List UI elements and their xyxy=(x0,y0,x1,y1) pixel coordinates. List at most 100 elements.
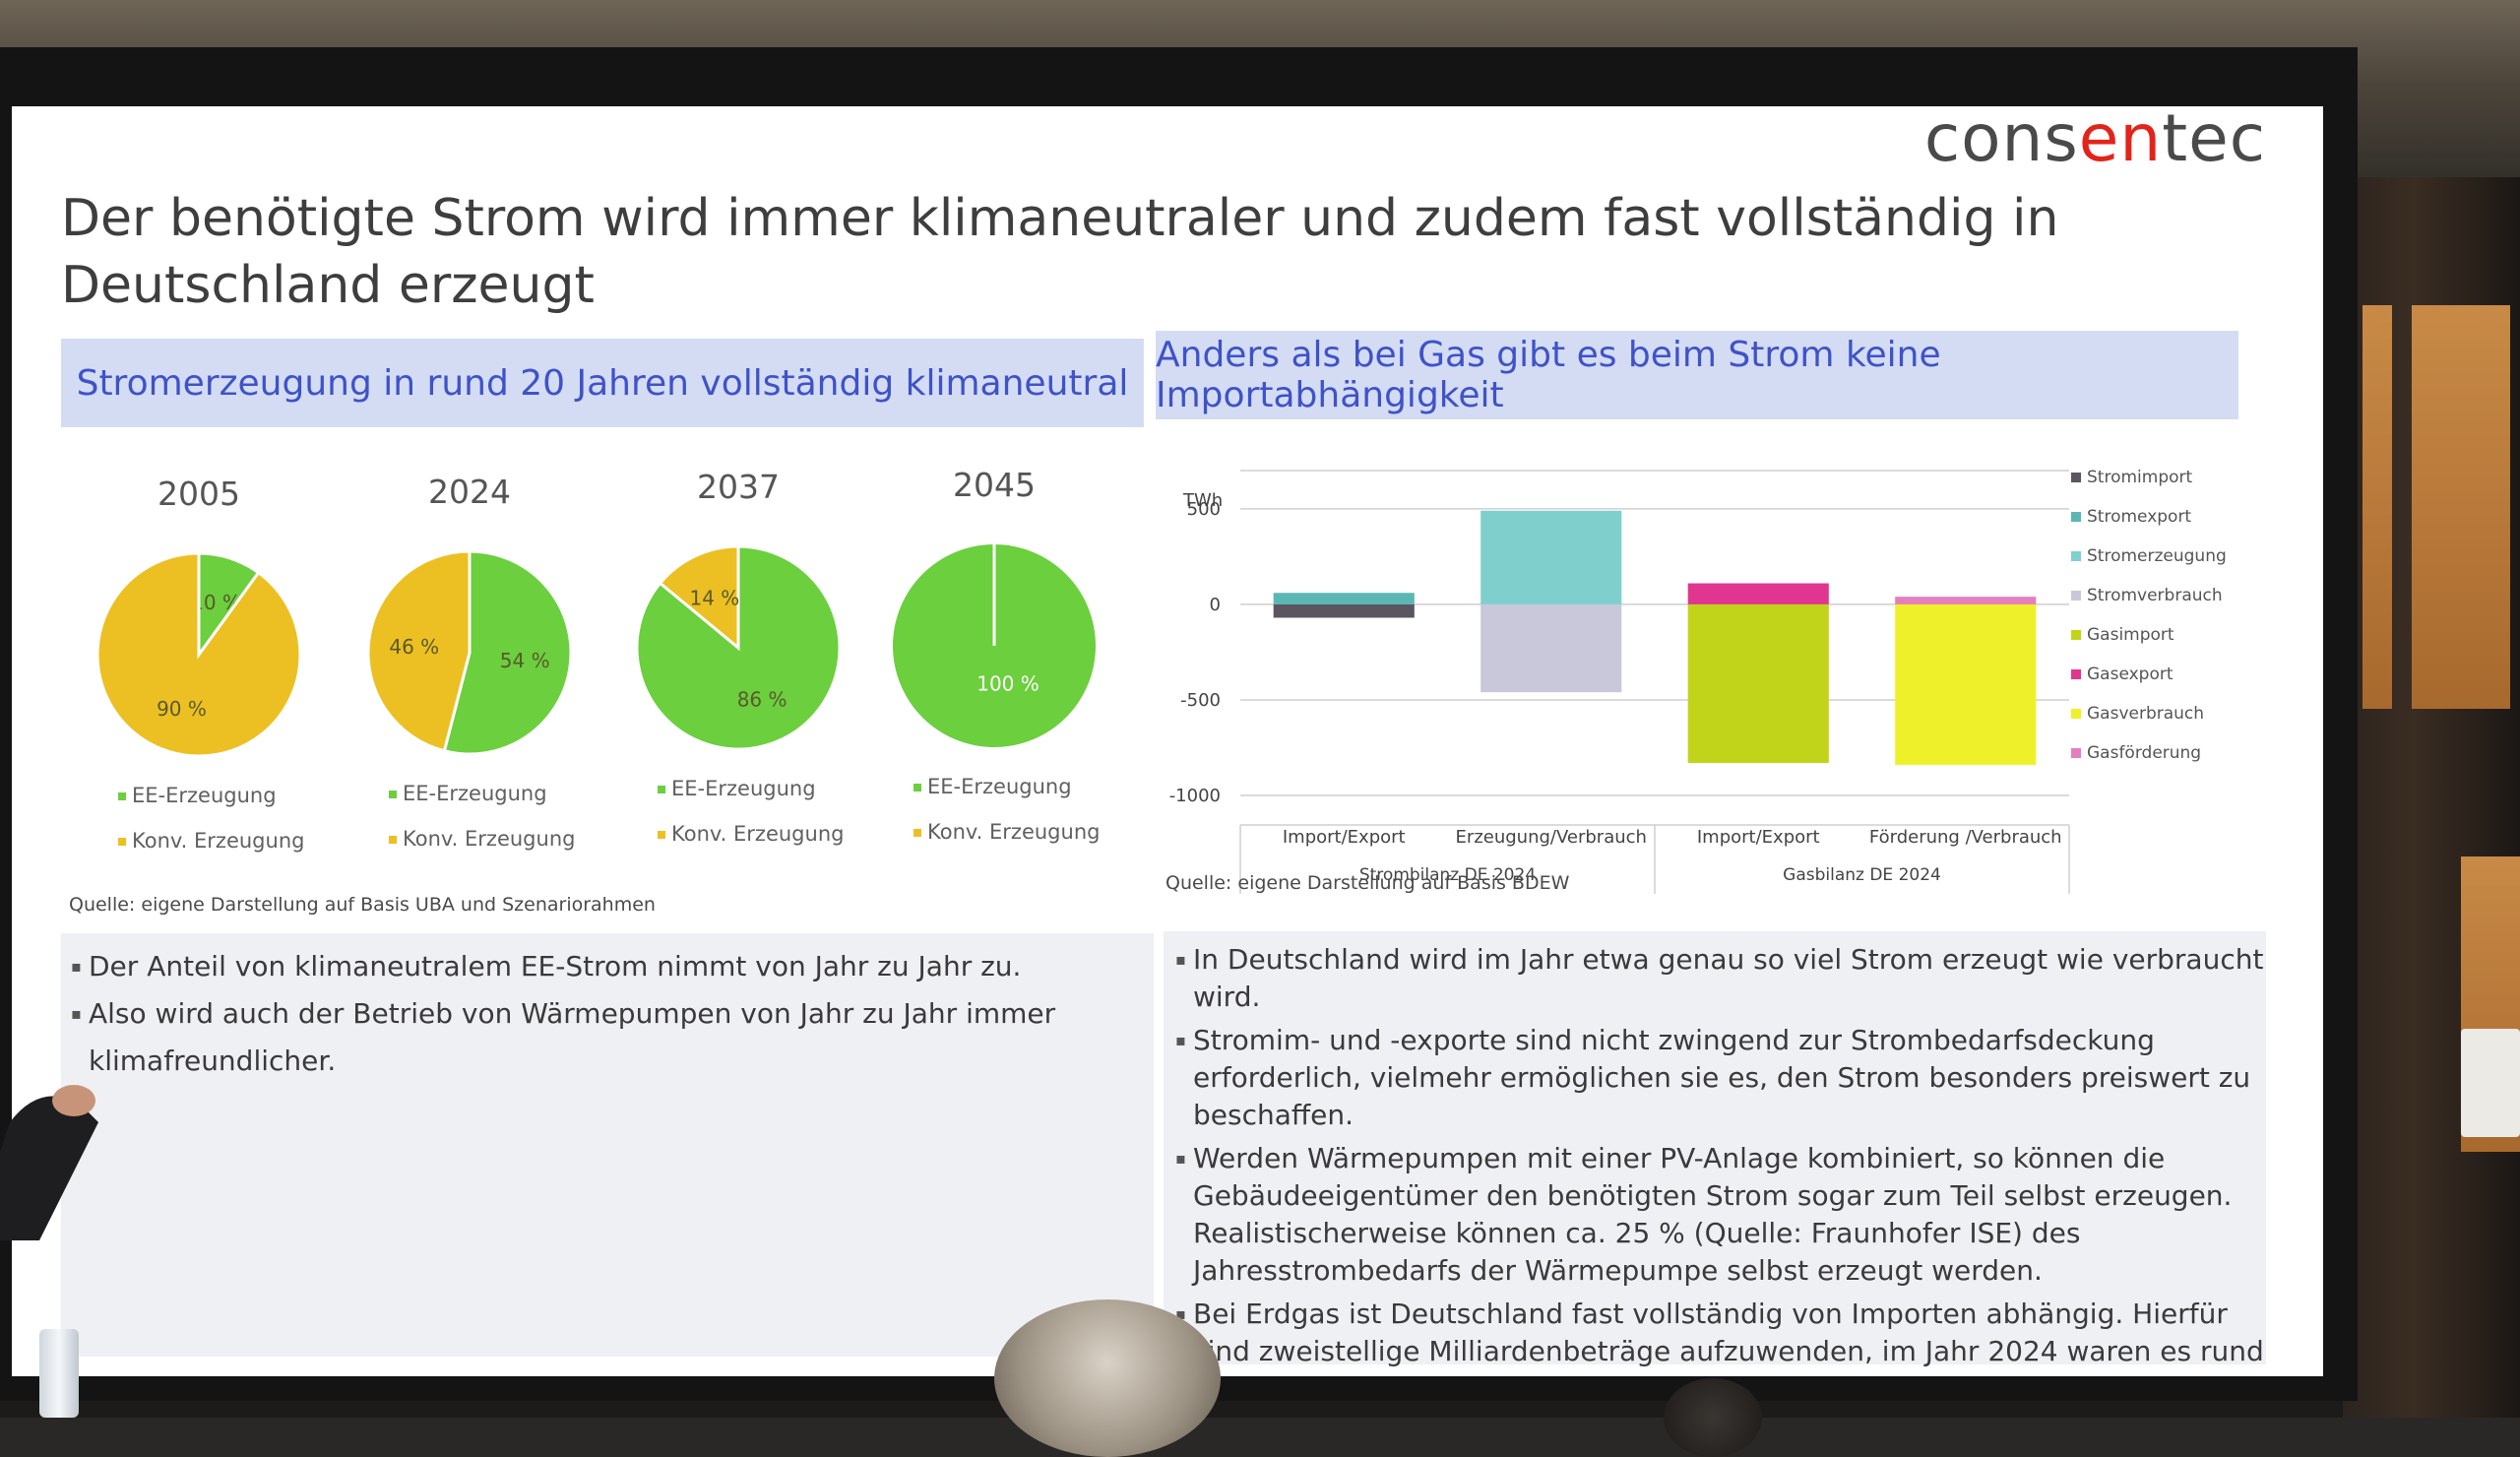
pie-value-label: 86 % xyxy=(737,687,788,711)
bar-segment xyxy=(1687,603,1829,763)
legend-swatch xyxy=(2071,630,2081,640)
legend-swatch xyxy=(389,791,397,798)
legend-label: EE-Erzeugung xyxy=(403,782,547,805)
pie-slice xyxy=(442,549,573,756)
pie-legend-item: Konv. Erzeugung xyxy=(118,829,304,853)
bar-segment xyxy=(1687,583,1829,604)
left-section-header: Stromerzeugung in rund 20 Jahren vollstä… xyxy=(61,339,1144,427)
cabinet-panel xyxy=(2412,305,2510,709)
y-tick-label: -500 xyxy=(1180,690,1221,711)
legend-label: Gasimport xyxy=(2087,625,2174,645)
pie-slice xyxy=(658,544,740,652)
pie-legend-item: Konv. Erzeugung xyxy=(389,827,575,851)
legend-swatch xyxy=(389,836,397,844)
legend-label: EE-Erzeugung xyxy=(132,784,277,807)
audience-head xyxy=(1664,1378,1762,1457)
legend-swatch xyxy=(2071,709,2081,719)
right-bullet-list: In Deutschland wird im Jahr etwa genau s… xyxy=(1175,941,2266,1376)
x-tick-label: Erzeugung/Verbrauch xyxy=(1456,827,1647,848)
pie-value-label: 90 % xyxy=(157,697,207,721)
legend-label: Konv. Erzeugung xyxy=(403,827,576,851)
pie-chart: 54 % 46 % xyxy=(366,549,573,756)
pie-value-label: 46 % xyxy=(389,635,439,659)
x-tick-label: Import/Export xyxy=(1283,827,1406,848)
legend-label: Konv. Erzeugung xyxy=(132,829,305,853)
pie-legend-item: EE-Erzeugung xyxy=(389,782,547,805)
logo-accent-text: en xyxy=(2078,106,2163,176)
bar-segment xyxy=(1480,603,1622,693)
y-tick-label: -1000 xyxy=(1169,786,1221,806)
consentec-logo: consentec xyxy=(1924,106,2266,176)
presenter-arm xyxy=(0,1085,98,1240)
logo-text: tec xyxy=(2162,106,2266,176)
x-tick-label: Förderung /Verbrauch xyxy=(1869,827,2062,848)
bullet-item: Also wird auch der Betrieb von Wärmepump… xyxy=(71,990,1154,1085)
legend-label: EE-Erzeugung xyxy=(671,777,816,800)
bullet-item: In Deutschland wird im Jahr etwa genau s… xyxy=(1175,941,2266,1016)
left-source-note: Quelle: eigene Darstellung auf Basis UBA… xyxy=(69,894,656,916)
group-label: Gasbilanz DE 2024 xyxy=(1783,865,1941,885)
water-bottle xyxy=(39,1329,79,1418)
legend-swatch xyxy=(658,786,665,793)
pie-year-label: 2024 xyxy=(428,473,511,511)
pie-chart: 86 % 14 % xyxy=(635,544,842,751)
audience-head xyxy=(994,1299,1221,1457)
legend-swatch xyxy=(2071,748,2081,758)
bullet-item: Stromim- und -exporte sind nicht zwingen… xyxy=(1175,1022,2266,1134)
legend-label: EE-Erzeugung xyxy=(927,775,1072,798)
pie-chart: 10 %90 % xyxy=(95,551,302,758)
pie-year-label: 2045 xyxy=(953,466,1036,504)
pie-legend-item: EE-Erzeugung xyxy=(118,784,277,807)
legend-label: Stromerzeugung xyxy=(2087,546,2227,566)
legend-swatch xyxy=(118,792,126,800)
pie-slice xyxy=(366,549,472,753)
bullet-item: Der Anteil von klimaneutralem EE-Strom n… xyxy=(71,943,1154,990)
pie-legend-item: EE-Erzeugung xyxy=(658,777,816,800)
bullet-item: Werden Wärmepumpen mit einer PV-Anlage k… xyxy=(1175,1140,2266,1290)
legend-label: Gasexport xyxy=(2087,665,2174,684)
pie-value-label: 14 % xyxy=(689,587,739,610)
legend-swatch xyxy=(2071,669,2081,679)
legend-label: Konv. Erzeugung xyxy=(671,822,845,846)
pie-value-label: 100 % xyxy=(976,671,1040,695)
y-axis-label: TWh xyxy=(1182,490,1223,511)
legend-label: Stromverbrauch xyxy=(2087,586,2223,605)
cabinet-panel xyxy=(2362,305,2392,709)
legend-swatch xyxy=(914,829,921,837)
bar-segment xyxy=(1273,593,1415,604)
group-label: Strombilanz DE 2024 xyxy=(1359,865,1536,885)
right-bullet-box: In Deutschland wird im Jahr etwa genau s… xyxy=(1164,931,2266,1376)
pie-legend-item: EE-Erzeugung xyxy=(914,775,1072,798)
logo-text: cons xyxy=(1923,106,2079,176)
y-tick-label: 0 xyxy=(1210,595,1221,615)
y-tick-label: 500 xyxy=(1187,499,1221,520)
pie-year-label: 2005 xyxy=(158,475,240,513)
legend-swatch xyxy=(658,831,665,839)
cabinet xyxy=(2343,177,2520,1418)
legend-label: Stromimport xyxy=(2087,468,2192,487)
legend-swatch xyxy=(914,784,921,792)
presentation-slide: consentec Der benötigte Strom wird immer… xyxy=(12,106,2323,1376)
legend-label: Gasverbrauch xyxy=(2087,704,2204,724)
pie-year-label: 2037 xyxy=(697,468,780,506)
bar-segment xyxy=(1895,603,2037,765)
pie-value-label: 54 % xyxy=(500,649,550,672)
legend-swatch xyxy=(2071,591,2081,601)
right-source-note: Quelle: eigene Darstellung auf Basis BDE… xyxy=(1166,872,1570,894)
right-section-header: Anders als bei Gas gibt es beim Strom ke… xyxy=(1156,331,2238,419)
legend-swatch xyxy=(2071,512,2081,522)
x-tick-label: Import/Export xyxy=(1697,827,1820,848)
pie-slice xyxy=(95,551,302,758)
legend-swatch xyxy=(118,838,126,846)
bar-segment xyxy=(1273,603,1415,618)
bullet-item: Bei Erdgas ist Deutschland fast vollstän… xyxy=(1175,1296,2266,1376)
legend-swatch xyxy=(2071,551,2081,561)
left-bullet-list: Der Anteil von klimaneutralem EE-Strom n… xyxy=(71,943,1154,1085)
legend-label: Gasförderung xyxy=(2087,743,2201,763)
bar-segment xyxy=(1480,510,1622,604)
wall-sign xyxy=(2461,1029,2520,1137)
legend-swatch xyxy=(2071,473,2081,482)
pie-legend-item: Konv. Erzeugung xyxy=(914,820,1100,844)
legend-label: Konv. Erzeugung xyxy=(927,820,1101,844)
